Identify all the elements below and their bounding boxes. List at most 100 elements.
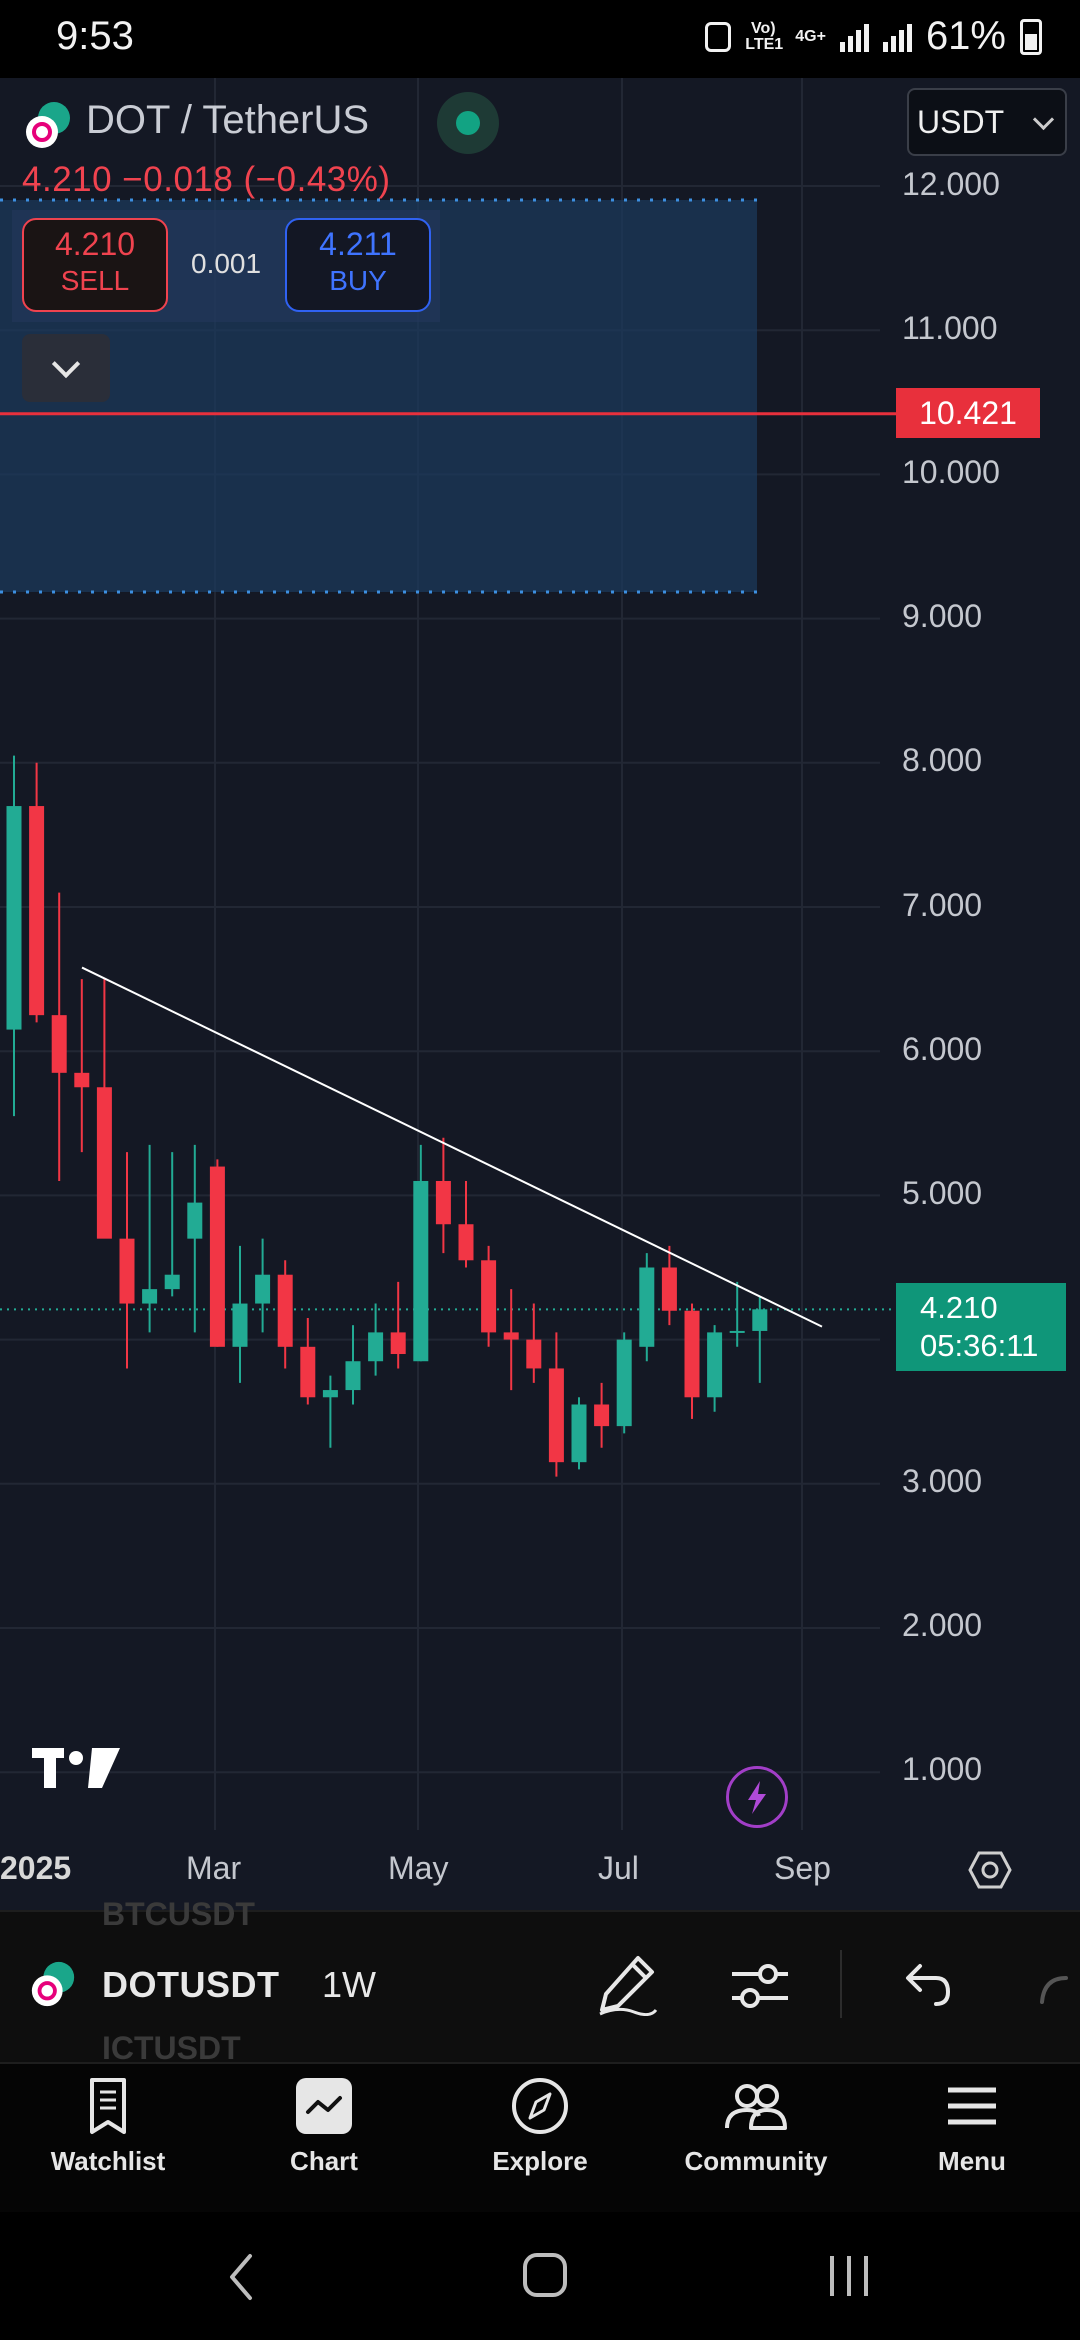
nav-chart[interactable]: Chart bbox=[224, 2076, 424, 2177]
trend-line bbox=[81, 966, 823, 1328]
bolt-icon[interactable] bbox=[726, 1766, 788, 1828]
y-tick-label: 5.000 bbox=[902, 1175, 983, 1211]
nav-menu[interactable]: Menu bbox=[872, 2076, 1072, 2177]
y-tick-label: 1.000 bbox=[902, 1751, 983, 1787]
y-tick-label: 3.000 bbox=[902, 1463, 983, 1499]
candle-body bbox=[707, 1332, 723, 1398]
buy-button[interactable]: 4.211 BUY bbox=[285, 218, 431, 312]
x-tick-label: May bbox=[388, 1850, 449, 1886]
network-type: 4G+ bbox=[795, 27, 826, 45]
candle-body bbox=[119, 1238, 135, 1304]
candle-body bbox=[481, 1260, 497, 1333]
y-tick-label: 9.000 bbox=[902, 598, 983, 634]
candle-body bbox=[390, 1332, 406, 1355]
currency-value: USDT bbox=[917, 103, 1005, 140]
alert-price-label[interactable]: 10.421 bbox=[896, 388, 1040, 438]
x-tick-label: Mar bbox=[186, 1850, 242, 1886]
battery-icon bbox=[1020, 18, 1042, 55]
nav-community[interactable]: Community bbox=[656, 2076, 856, 2177]
collapse-panel-button[interactable] bbox=[22, 334, 110, 402]
volte-indicator: Vo) LTE1 bbox=[745, 19, 784, 53]
nav-label: Watchlist bbox=[50, 2146, 166, 2176]
bar-countdown: 05:36:11 bbox=[920, 1328, 1039, 1363]
compass-icon bbox=[512, 2078, 568, 2134]
symbol-scroll-prev[interactable]: BTCUSDT bbox=[102, 1896, 255, 1932]
bottom-nav bbox=[0, 2062, 1080, 2214]
symbol-title[interactable]: DOT / TetherUS bbox=[86, 98, 370, 142]
candle-body bbox=[661, 1267, 677, 1311]
nav-explore[interactable]: Explore bbox=[440, 2076, 640, 2177]
y-tick-label: 8.000 bbox=[902, 742, 983, 778]
candle-body bbox=[51, 1015, 67, 1073]
symbol-scroll-next[interactable]: ICTUSDT bbox=[102, 2030, 241, 2066]
battery-percent: 61% bbox=[925, 14, 1006, 58]
sliders-icon[interactable] bbox=[728, 1956, 792, 2016]
x-tick-label: 2025 bbox=[0, 1850, 72, 1886]
status-time: 9:53 bbox=[56, 14, 134, 58]
buy-price: 4.211 bbox=[319, 226, 397, 262]
undo-icon[interactable] bbox=[896, 1956, 952, 2012]
symbol-switcher[interactable]: DOTUSDT bbox=[102, 1964, 280, 2005]
status-icons: Vo) LTE1 4G+ 61% bbox=[705, 14, 1042, 59]
candle-body bbox=[6, 806, 22, 1030]
polkadot-logo-icon bbox=[31, 1961, 75, 2007]
candle-body bbox=[729, 1330, 745, 1333]
chevron-down-icon bbox=[1032, 108, 1055, 131]
chart-area[interactable] bbox=[0, 78, 1080, 1910]
candle-body bbox=[277, 1274, 293, 1347]
candle-body bbox=[164, 1274, 180, 1290]
price-change: 4.210 −0.018 (−0.43%) bbox=[22, 160, 391, 199]
candle-body bbox=[209, 1166, 225, 1347]
candle-body bbox=[29, 806, 45, 1016]
nav-label: Menu bbox=[938, 2146, 1006, 2176]
back-icon[interactable] bbox=[226, 2252, 256, 2302]
y-tick-label: 12.000 bbox=[902, 166, 1000, 202]
candle-body bbox=[322, 1390, 338, 1398]
candle-body bbox=[684, 1310, 700, 1398]
y-tick-label: 2.000 bbox=[902, 1607, 983, 1643]
candle-body bbox=[435, 1180, 451, 1225]
currency-select[interactable]: USDT bbox=[907, 88, 1067, 156]
y-tick-label: 10.000 bbox=[902, 454, 1000, 490]
candle-body bbox=[548, 1368, 564, 1463]
tradingview-logo-icon bbox=[32, 1748, 120, 1788]
nav-label: Chart bbox=[290, 2146, 358, 2176]
sell-button[interactable]: 4.210 SELL bbox=[22, 218, 168, 312]
redo-icon[interactable] bbox=[1036, 1966, 1080, 2006]
nav-watchlist[interactable]: Watchlist bbox=[8, 2076, 208, 2177]
signal-icon bbox=[839, 22, 869, 52]
x-tick-label: Sep bbox=[774, 1850, 831, 1886]
x-tick-label: Jul bbox=[598, 1850, 639, 1886]
current-price-label: 4.210 05:36:11 bbox=[896, 1283, 1066, 1371]
sell-price: 4.210 bbox=[54, 226, 136, 262]
current-price-value: 4.210 bbox=[920, 1290, 998, 1325]
interval-button[interactable]: 1W bbox=[322, 1964, 376, 2005]
y-tick-label: 7.000 bbox=[902, 887, 983, 923]
y-tick-label: 11.000 bbox=[902, 310, 998, 346]
candle-body bbox=[503, 1332, 519, 1340]
toolbar-divider bbox=[840, 1950, 842, 2018]
market-open-indicator bbox=[437, 92, 499, 154]
community-icon bbox=[725, 2084, 787, 2130]
watchlist-icon bbox=[90, 2078, 126, 2134]
data-saver-icon bbox=[705, 21, 732, 52]
chart-settings-icon[interactable] bbox=[968, 1850, 1012, 1890]
nav-label: Explore bbox=[492, 2146, 588, 2176]
buy-label: BUY bbox=[329, 265, 387, 296]
candle-body bbox=[594, 1404, 610, 1427]
candle-body bbox=[752, 1309, 768, 1331]
candle-body bbox=[142, 1289, 158, 1304]
candle-body bbox=[187, 1202, 203, 1239]
spread-value: 0.001 bbox=[191, 248, 262, 279]
pencil-icon[interactable] bbox=[594, 1952, 658, 2016]
candle-body bbox=[300, 1346, 316, 1398]
candle-body bbox=[413, 1180, 429, 1362]
chart-toolbar bbox=[0, 1910, 1080, 2062]
system-nav-bar bbox=[0, 2212, 1080, 2340]
polkadot-logo-icon bbox=[26, 102, 70, 148]
recents-icon[interactable] bbox=[826, 2254, 872, 2298]
candle-body bbox=[96, 1087, 112, 1239]
home-icon[interactable] bbox=[522, 2252, 568, 2298]
menu-icon bbox=[948, 2087, 996, 2125]
sell-label: SELL bbox=[60, 265, 130, 296]
